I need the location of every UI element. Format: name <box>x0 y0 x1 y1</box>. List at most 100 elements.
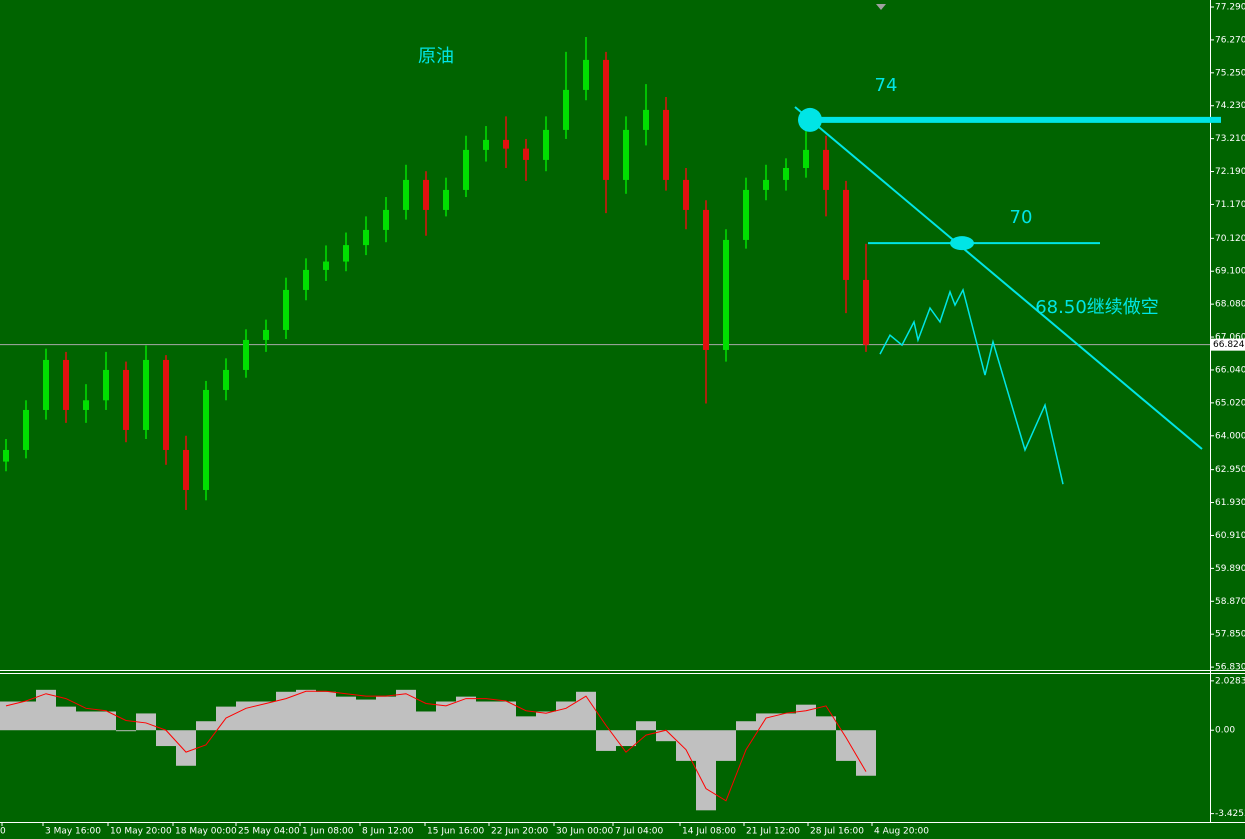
x-tick-label: 8 Jun 12:00 <box>362 827 414 837</box>
annotation: 70 <box>1010 207 1033 228</box>
y-tick-label: 0.00 <box>1215 726 1235 736</box>
y-tick-label: 66.040 <box>1215 365 1245 375</box>
candle-body <box>543 129 549 160</box>
candle-body <box>163 359 169 450</box>
shift-marker <box>876 4 886 10</box>
histogram-bar <box>536 711 556 731</box>
candle-body <box>283 289 289 330</box>
histogram-bar <box>336 696 356 731</box>
histogram-bar <box>856 730 876 776</box>
x-tick-label: 4 Aug 20:00 <box>874 827 929 837</box>
histogram-bar <box>776 713 796 731</box>
histogram-bar <box>716 730 736 761</box>
candle-body <box>423 179 429 210</box>
candle-body <box>503 139 509 149</box>
y-tick-label: 62.950 <box>1215 465 1245 475</box>
candle-body <box>143 359 149 430</box>
candle-body <box>403 179 409 210</box>
x-tick-label: 1 Jun 08:00 <box>302 827 354 837</box>
candle-body <box>643 109 649 130</box>
y-tick-label: 59.890 <box>1215 564 1245 574</box>
histogram-bar <box>496 701 516 731</box>
candle-body <box>23 409 29 450</box>
candle-body <box>623 129 629 180</box>
level-marker <box>798 107 822 132</box>
y-tick-label: 61.930 <box>1215 498 1245 508</box>
candle-body <box>703 209 709 350</box>
candle-body <box>863 279 869 345</box>
y-tick-label: 64.000 <box>1215 431 1245 441</box>
histogram-bar <box>116 730 136 732</box>
current-price-box <box>1211 338 1245 351</box>
y-tick-label: 69.100 <box>1215 267 1245 277</box>
histogram-bar <box>796 704 816 731</box>
histogram-bar <box>436 701 456 731</box>
histogram-bar <box>676 730 696 761</box>
histogram-bar <box>476 701 496 731</box>
x-tick-label: 25 May 04:00 <box>238 827 300 837</box>
candle-body <box>583 59 589 90</box>
y-tick-label: 75.250 <box>1215 68 1245 78</box>
histogram-bar <box>596 730 616 751</box>
histogram-bar <box>376 696 396 731</box>
candle-body <box>63 359 69 410</box>
candle-body <box>723 239 729 350</box>
y-tick-label: 72.190 <box>1215 167 1245 177</box>
x-tick-label: 28 Jul 16:00 <box>810 827 864 837</box>
annotation: 74 <box>875 75 898 96</box>
y-tick-label: 70.120 <box>1215 234 1245 244</box>
x-tick-label: 21 Jul 12:00 <box>746 827 800 837</box>
candle-body <box>103 369 109 401</box>
histogram-bar <box>456 696 476 731</box>
y-tick-label: 58.870 <box>1215 597 1245 607</box>
x-tick-label: 22 Jun 20:00 <box>491 827 548 837</box>
y-tick-label: 56.830 <box>1215 663 1245 673</box>
candle-body <box>663 109 669 180</box>
candle-body <box>683 179 689 210</box>
candle-body <box>223 369 229 390</box>
histogram-bar <box>316 691 336 731</box>
candle-body <box>743 189 749 240</box>
histogram-bar <box>76 711 96 731</box>
y-tick-label: 74.230 <box>1215 101 1245 111</box>
candle-body <box>843 189 849 280</box>
y-tick-label: 68.080 <box>1215 300 1245 310</box>
candle-body <box>363 229 369 246</box>
y-tick-label: 60.910 <box>1215 531 1245 541</box>
histogram-bar <box>836 730 856 761</box>
y-tick-label: 76.270 <box>1215 35 1245 45</box>
current-price-label: 66.824 <box>1213 340 1245 350</box>
x-tick-label: 18 May 00:00 <box>175 827 237 837</box>
candle-body <box>443 189 449 210</box>
drawn-line <box>879 287 1064 485</box>
histogram-bar <box>576 691 596 731</box>
histogram-bar <box>276 691 296 731</box>
candle-body <box>523 148 529 160</box>
candle-body <box>563 89 569 130</box>
y-tick-label: 73.210 <box>1215 134 1245 144</box>
signal-line <box>5 690 867 802</box>
y-tick-label: -3.4253 <box>1215 809 1245 819</box>
candle-body <box>483 139 489 150</box>
candle-body <box>803 149 809 168</box>
histogram-bar <box>356 699 376 731</box>
y-tick-label: 65.020 <box>1215 398 1245 408</box>
candle-body <box>203 389 209 490</box>
histogram-bar <box>396 689 416 731</box>
candle-body <box>343 245 349 262</box>
histogram-bar <box>516 716 536 731</box>
x-tick-label: 7 Jul 04:00 <box>615 827 664 837</box>
candle-body <box>183 449 189 490</box>
candle-body <box>463 149 469 190</box>
candle-body <box>123 369 129 430</box>
y-tick-label: 71.170 <box>1215 200 1245 210</box>
histogram-bar <box>16 701 36 731</box>
histogram-bar <box>136 713 156 731</box>
candle-body <box>603 59 609 180</box>
y-tick-label: 77.290 <box>1215 3 1245 13</box>
candle-body <box>783 167 789 180</box>
x-tick-label: 10 May 20:00 <box>110 827 172 837</box>
histogram-bar <box>0 701 16 731</box>
